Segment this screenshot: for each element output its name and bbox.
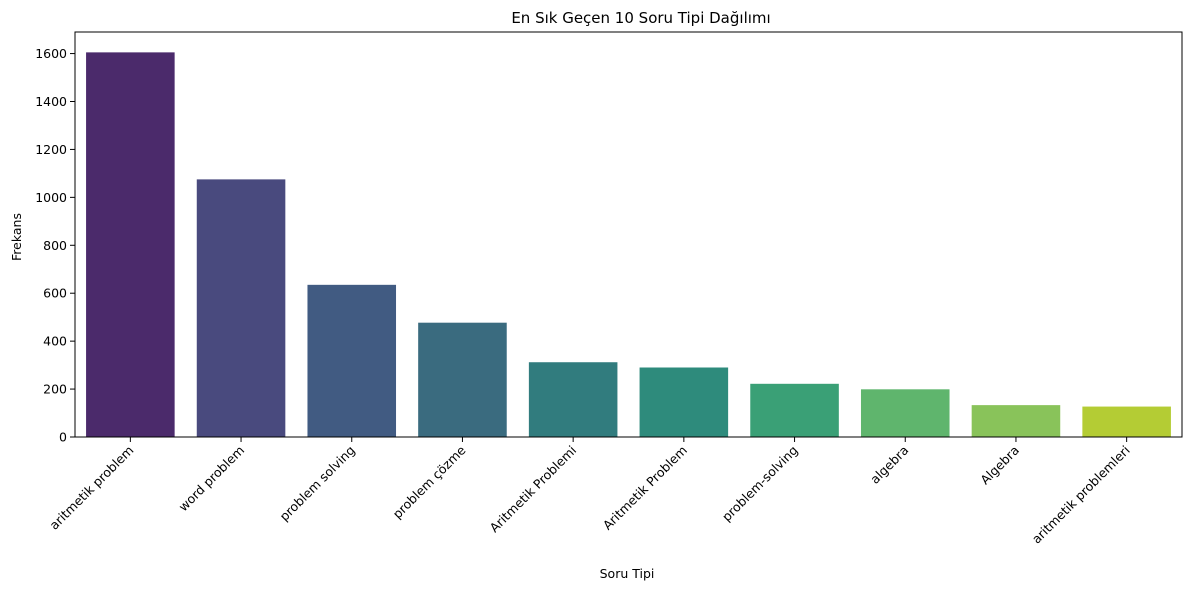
x-axis-label: Soru Tipi xyxy=(600,566,655,581)
y-tick-label: 1200 xyxy=(35,142,67,157)
bar xyxy=(86,52,175,438)
y-tick-label: 1600 xyxy=(35,46,67,61)
y-tick-label: 400 xyxy=(43,334,67,349)
x-tick-label: problem çözme xyxy=(390,442,469,521)
y-tick-label: 1400 xyxy=(35,94,67,109)
y-tick-label: 800 xyxy=(43,238,67,253)
x-tick-label: algebra xyxy=(867,443,911,487)
x-tick-label: problem solving xyxy=(277,443,358,524)
y-tick-label: 1000 xyxy=(35,190,67,205)
bar xyxy=(860,389,950,437)
bar xyxy=(750,383,839,437)
x-axis-ticks: aritmetik problem word problem problem sol… xyxy=(46,437,1133,547)
bar xyxy=(1082,406,1171,437)
chart-title: En Sık Geçen 10 Soru Tipi Dağılımı xyxy=(511,9,770,27)
bar xyxy=(418,322,507,437)
y-axis-ticks: 0 200 400 600 800 1000 1200 1400 1600 xyxy=(35,46,75,445)
bar xyxy=(196,179,286,437)
plot-area-frame xyxy=(74,31,1183,438)
x-tick-label: aritmetik problem xyxy=(46,443,136,533)
y-tick-label: 600 xyxy=(43,286,67,301)
x-tick-label: word problem xyxy=(175,443,247,515)
bars-group xyxy=(86,52,1171,438)
x-tick-label: aritmetik problemleri xyxy=(1029,443,1133,547)
bar xyxy=(639,367,729,437)
x-tick-label: problem-solving xyxy=(719,443,801,525)
x-tick-label: Aritmetik Problem xyxy=(600,443,690,533)
y-tick-label: 200 xyxy=(43,382,67,397)
bar xyxy=(307,284,397,437)
y-axis-label: Frekans xyxy=(9,213,24,261)
bar xyxy=(971,405,1061,437)
x-tick-label: Algebra xyxy=(977,443,1022,488)
y-tick-label: 0 xyxy=(59,430,67,445)
bar xyxy=(528,362,618,437)
x-tick-label: Aritmetik Problemi xyxy=(487,443,580,536)
